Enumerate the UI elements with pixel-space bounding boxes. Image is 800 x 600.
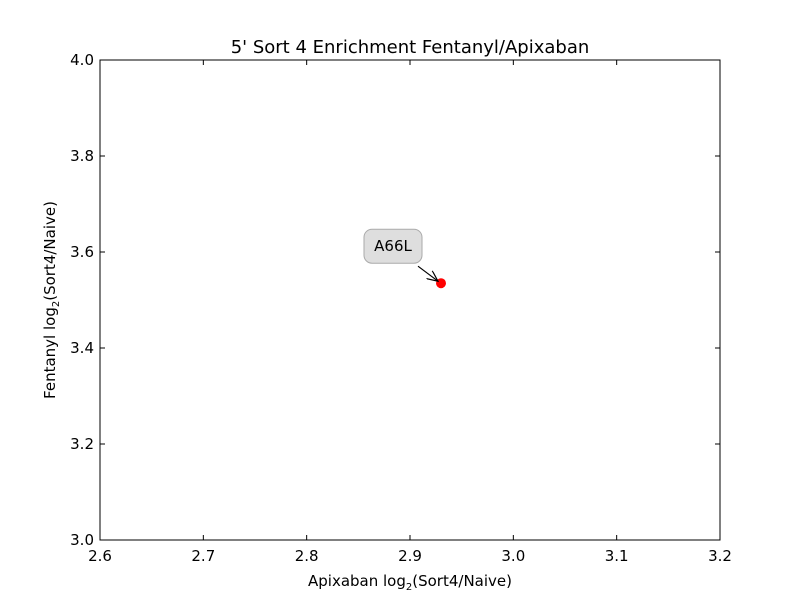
y-axis-label-sub: 2 — [51, 301, 62, 307]
x-tick-label: 2.9 — [398, 547, 422, 565]
y-tick-label: 3.6 — [70, 243, 94, 261]
annotation-label: A66L — [374, 237, 412, 255]
annotation-box — [363, 228, 423, 264]
plot-area — [99, 59, 721, 541]
y-tick-label: 3.0 — [70, 531, 94, 549]
y-axis-ticks: 3.0 3.2 3.4 3.6 3.8 4.0 — [70, 51, 720, 549]
x-tick-label: 2.6 — [88, 547, 112, 565]
x-tick-label: 3.0 — [501, 547, 525, 565]
x-axis-label-sub: 2 — [406, 582, 412, 593]
data-point-a66l — [436, 278, 446, 289]
x-axis-label: Apixaban log2(Sort4/Naive) — [308, 572, 512, 593]
y-tick-label: 3.2 — [70, 435, 94, 453]
x-axis-ticks: 2.6 2.7 2.8 2.9 3.0 3.1 3.2 — [88, 60, 732, 565]
data-points — [436, 278, 446, 289]
annotation-arrow — [417, 265, 438, 281]
x-axis-label-prefix: Apixaban log — [308, 572, 406, 590]
x-tick-label: 2.8 — [295, 547, 319, 565]
x-tick-label: 3.1 — [605, 547, 629, 565]
y-tick-label: 3.4 — [70, 339, 94, 357]
chart-title: 5' Sort 4 Enrichment Fentanyl/Apixaban — [231, 37, 590, 58]
x-tick-label: 3.2 — [708, 547, 732, 565]
y-axis-label-prefix: Fentanyl log — [41, 307, 59, 399]
y-axis-label: Fentanyl log2(Sort4/Naive) — [41, 201, 62, 399]
y-tick-label: 3.8 — [70, 147, 94, 165]
y-tick-label: 4.0 — [70, 51, 94, 69]
annotations: A66L — [363, 228, 438, 281]
y-axis-label-suffix: (Sort4/Naive) — [41, 201, 59, 301]
x-axis-label-suffix: (Sort4/Naive) — [412, 572, 512, 590]
x-tick-label: 2.7 — [191, 547, 215, 565]
